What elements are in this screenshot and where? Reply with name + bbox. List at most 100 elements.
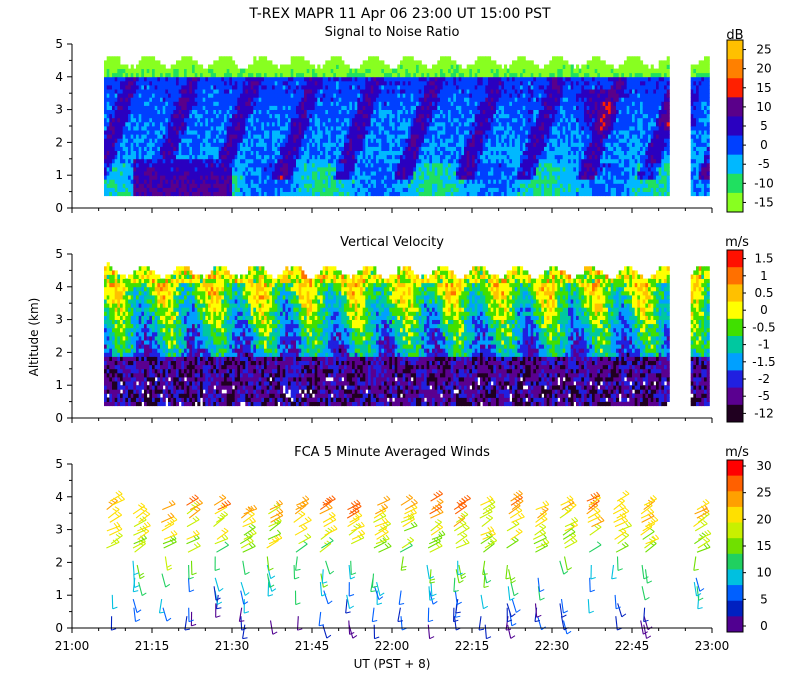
heatmap-cell xyxy=(208,65,211,70)
heatmap-cell xyxy=(509,159,512,164)
heatmap-cell xyxy=(280,114,283,119)
heatmap-cell xyxy=(309,77,312,82)
heatmap-cell xyxy=(480,159,483,164)
heatmap-cell xyxy=(112,155,115,160)
heatmap-cell xyxy=(237,167,240,172)
heatmap-cell xyxy=(472,155,475,160)
heatmap-cell xyxy=(200,134,203,139)
heatmap-cell xyxy=(296,130,299,135)
heatmap-cell xyxy=(152,142,155,147)
heatmap-cell xyxy=(285,188,288,193)
heatmap-cell xyxy=(181,134,184,139)
heatmap-cell xyxy=(432,114,435,119)
heatmap-cell xyxy=(421,122,424,127)
heatmap-cell xyxy=(240,155,243,160)
heatmap-cell xyxy=(448,81,451,86)
heatmap-cell xyxy=(352,147,355,152)
heatmap-cell xyxy=(341,134,344,139)
heatmap-cell xyxy=(301,114,304,119)
heatmap-cell xyxy=(325,118,328,123)
heatmap-cell xyxy=(240,151,243,156)
heatmap-cell xyxy=(285,126,288,131)
heatmap-cell xyxy=(493,155,496,160)
heatmap-cell xyxy=(176,101,179,106)
heatmap-cell xyxy=(453,118,456,123)
heatmap-cell xyxy=(181,114,184,119)
heatmap-cell xyxy=(421,188,424,193)
heatmap-cell xyxy=(208,101,211,106)
heatmap-cell xyxy=(357,171,360,176)
heatmap-cell xyxy=(173,118,176,123)
heatmap-cell xyxy=(304,167,307,172)
heatmap-cell xyxy=(344,73,347,78)
heatmap-cell xyxy=(320,138,323,143)
heatmap-cell xyxy=(256,85,259,90)
heatmap-cell xyxy=(120,118,123,123)
heatmap-cell xyxy=(149,60,152,65)
heatmap-cell xyxy=(437,126,440,131)
heatmap-cell xyxy=(464,110,467,115)
heatmap-cell xyxy=(480,65,483,70)
heatmap-cell xyxy=(261,151,264,156)
heatmap-cell xyxy=(133,110,136,115)
heatmap-cell xyxy=(104,85,107,90)
heatmap-cell xyxy=(365,73,368,78)
heatmap-cell xyxy=(304,183,307,188)
heatmap-cell xyxy=(472,106,475,111)
heatmap-cell xyxy=(437,138,440,143)
heatmap-cell xyxy=(272,110,275,115)
heatmap-cell xyxy=(112,89,115,94)
heatmap-cell xyxy=(272,188,275,193)
heatmap-cell xyxy=(141,134,144,139)
heatmap-cell xyxy=(216,97,219,102)
heatmap-cell xyxy=(128,188,131,193)
heatmap-cell xyxy=(376,93,379,98)
heatmap-cell xyxy=(381,81,384,86)
heatmap-cell xyxy=(453,89,456,94)
heatmap-cell xyxy=(176,183,179,188)
heatmap-cell xyxy=(189,85,192,90)
heatmap-cell xyxy=(429,171,432,176)
heatmap-cell xyxy=(237,97,240,102)
heatmap-cell xyxy=(440,147,443,152)
heatmap-cell xyxy=(229,142,232,147)
heatmap-cell xyxy=(120,159,123,164)
heatmap-cell xyxy=(221,60,224,65)
heatmap-cell xyxy=(197,85,200,90)
heatmap-cell xyxy=(141,175,144,180)
heatmap-cell xyxy=(344,118,347,123)
heatmap-cell xyxy=(504,106,507,111)
heatmap-cell xyxy=(376,179,379,184)
heatmap-cell xyxy=(245,122,248,127)
heatmap-cell xyxy=(125,73,128,78)
heatmap-cell xyxy=(341,73,344,78)
heatmap-cell xyxy=(336,192,339,197)
heatmap-cell xyxy=(168,179,171,184)
heatmap-cell xyxy=(197,163,200,168)
heatmap-cell xyxy=(144,81,147,86)
heatmap-cell xyxy=(216,183,219,188)
heatmap-cell xyxy=(376,175,379,180)
heatmap-cell xyxy=(485,134,488,139)
heatmap-cell xyxy=(200,118,203,123)
heatmap-cell xyxy=(416,167,419,172)
heatmap-cell xyxy=(285,93,288,98)
heatmap-cell xyxy=(112,93,115,98)
heatmap-cell xyxy=(344,155,347,160)
heatmap-cell xyxy=(328,134,331,139)
heatmap-cell xyxy=(408,179,411,184)
heatmap-cell xyxy=(256,69,259,74)
heatmap-cell xyxy=(493,77,496,82)
heatmap-cell xyxy=(312,73,315,78)
heatmap-cell xyxy=(472,159,475,164)
heatmap-cell xyxy=(373,73,376,78)
heatmap-cell xyxy=(376,188,379,193)
heatmap-cell xyxy=(365,138,368,143)
heatmap-cell xyxy=(232,89,235,94)
heatmap-cell xyxy=(397,130,400,135)
heatmap-cell xyxy=(173,73,176,78)
heatmap-cell xyxy=(304,114,307,119)
heatmap-cell xyxy=(504,118,507,123)
heatmap-cell xyxy=(296,171,299,176)
heatmap-cell xyxy=(248,138,251,143)
